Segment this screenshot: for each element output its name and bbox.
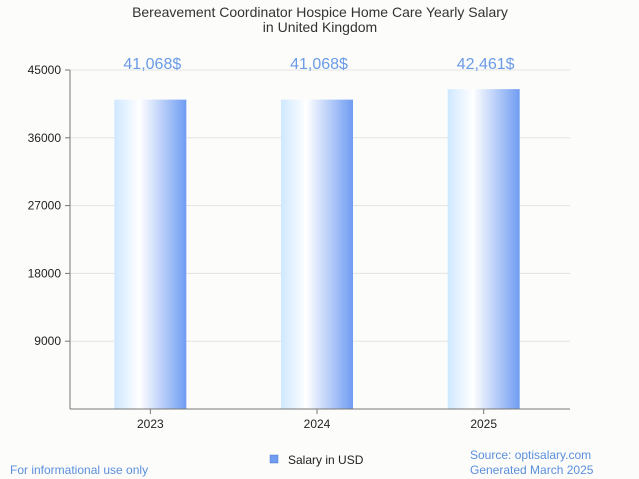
y-tick-label-9000: 9000 xyxy=(34,334,61,348)
legend-swatch xyxy=(269,454,279,464)
bars: 41,068$ 41,068$ 42,461$ xyxy=(114,56,520,409)
x-tick-label-2023: 2023 xyxy=(137,417,164,431)
y-tick-label-27000: 27000 xyxy=(28,199,62,213)
x-tick-label-2024: 2024 xyxy=(304,417,331,431)
bar-2023 xyxy=(114,99,187,409)
bar-2025 xyxy=(447,89,520,409)
legend: Salary in USD xyxy=(269,453,364,467)
y-tick-label-45000: 45000 xyxy=(28,63,62,77)
generated-note: Generated March 2025 xyxy=(470,463,594,477)
info-note: For informational use only xyxy=(10,463,149,477)
y-tick-label-36000: 36000 xyxy=(28,131,62,145)
x-tick-label-2025: 2025 xyxy=(470,417,497,431)
data-label-2024: 41,068$ xyxy=(290,56,348,73)
legend-label-salary: Salary in USD xyxy=(288,453,364,467)
chart-title-line-1: Bereavement Coordinator Hospice Home Car… xyxy=(132,4,508,20)
bar-2024 xyxy=(281,99,353,409)
data-label-2025: 42,461$ xyxy=(457,56,515,73)
axes: 9000 18000 27000 36000 45000 2023 2024 2025 xyxy=(28,63,570,431)
chart-title-line-2: in United Kingdom xyxy=(263,19,377,35)
source-note: Source: optisalary.com xyxy=(470,448,592,462)
y-tick-label-18000: 18000 xyxy=(28,266,62,280)
data-label-2023: 41,068$ xyxy=(123,56,181,73)
